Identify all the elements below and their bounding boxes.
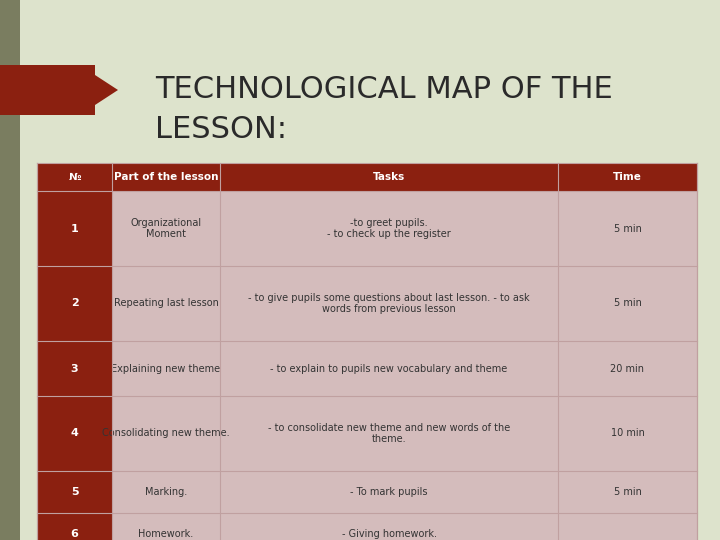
Bar [37, 163, 697, 191]
Text: - To mark pupils: - To mark pupils [350, 487, 428, 497]
Text: Homework.: Homework. [138, 529, 194, 539]
Text: Part of the lesson: Part of the lesson [114, 172, 218, 182]
Text: 5 min: 5 min [613, 224, 642, 233]
Text: Repeating last lesson: Repeating last lesson [114, 299, 218, 308]
Bar [558, 341, 697, 396]
Polygon shape [0, 65, 118, 115]
Bar [558, 266, 697, 341]
Bar [37, 341, 112, 396]
Bar [558, 513, 697, 540]
Text: - Giving homework.: - Giving homework. [341, 529, 436, 539]
Bar [37, 396, 112, 471]
Text: - to explain to pupils new vocabulary and theme: - to explain to pupils new vocabulary an… [271, 363, 508, 374]
Bar [112, 396, 220, 471]
Bar [37, 513, 112, 540]
Text: Marking.: Marking. [145, 487, 187, 497]
Bar [220, 191, 558, 266]
Text: LESSON:: LESSON: [155, 116, 287, 145]
Text: - to consolidate new theme and new words of the
theme.: - to consolidate new theme and new words… [268, 423, 510, 444]
Text: 4: 4 [71, 429, 78, 438]
Text: -to greet pupils.
- to check up the register: -to greet pupils. - to check up the regi… [327, 218, 451, 239]
Bar [112, 471, 220, 513]
Bar [558, 471, 697, 513]
Bar [37, 471, 112, 513]
Bar [0, 0, 20, 540]
Text: 6: 6 [71, 529, 78, 539]
Text: TECHNOLOGICAL MAP OF THE: TECHNOLOGICAL MAP OF THE [155, 76, 613, 105]
Bar [112, 266, 220, 341]
Text: №: № [68, 172, 81, 182]
Bar [558, 191, 697, 266]
Bar [37, 191, 112, 266]
Text: 5 min: 5 min [613, 487, 642, 497]
Text: 5: 5 [71, 487, 78, 497]
Text: 3: 3 [71, 363, 78, 374]
Bar [37, 266, 112, 341]
Bar [558, 396, 697, 471]
Text: 5 min: 5 min [613, 299, 642, 308]
Bar [112, 191, 220, 266]
Text: Organizational
Moment: Organizational Moment [130, 218, 202, 239]
Text: 10 min: 10 min [611, 429, 644, 438]
Text: Consolidating new theme.: Consolidating new theme. [102, 429, 230, 438]
Bar [112, 513, 220, 540]
Text: 20 min: 20 min [611, 363, 644, 374]
Bar [220, 471, 558, 513]
Text: Explaining new theme: Explaining new theme [112, 363, 220, 374]
Bar [220, 513, 558, 540]
Bar [112, 341, 220, 396]
Text: Time: Time [613, 172, 642, 182]
Text: 1: 1 [71, 224, 78, 233]
Bar [220, 396, 558, 471]
Bar [220, 341, 558, 396]
Text: - to give pupils some questions about last lesson. - to ask
words from previous : - to give pupils some questions about la… [248, 293, 530, 314]
Text: 2: 2 [71, 299, 78, 308]
Text: Tasks: Tasks [373, 172, 405, 182]
Bar [220, 266, 558, 341]
